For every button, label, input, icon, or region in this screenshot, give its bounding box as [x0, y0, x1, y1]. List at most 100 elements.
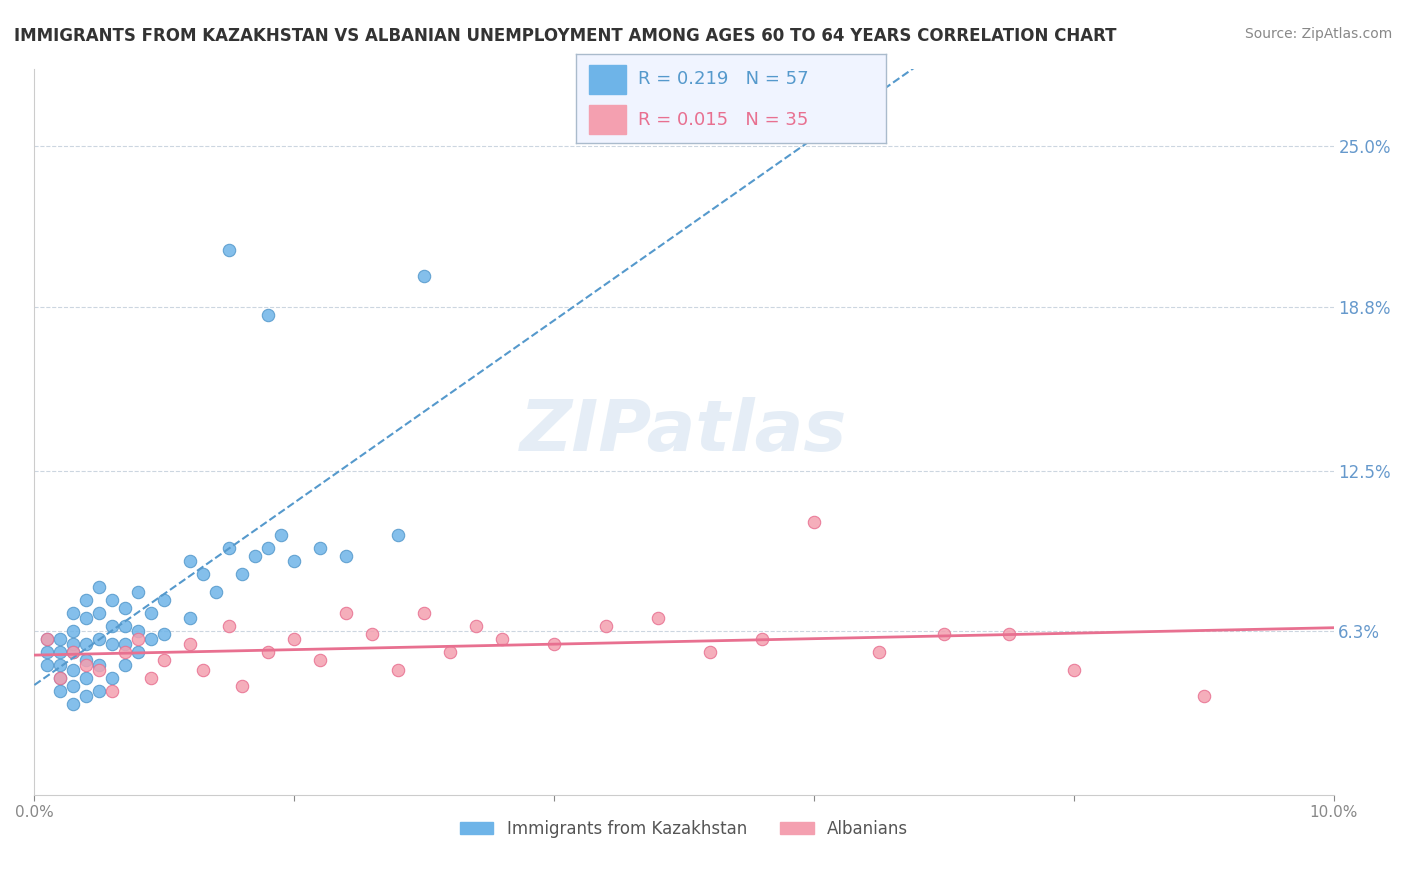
Immigrants from Kazakhstan: [101, 619, 124, 633]
Immigrants from Kazakhstan: [127, 624, 149, 639]
Immigrants from Kazakhstan: [387, 528, 409, 542]
Immigrants from Kazakhstan: [49, 658, 72, 673]
Immigrants from Kazakhstan: [413, 268, 436, 283]
Immigrants from Kazakhstan: [75, 611, 97, 625]
Text: R = 0.219   N = 57: R = 0.219 N = 57: [638, 70, 808, 88]
Text: ZIPatlas: ZIPatlas: [520, 397, 848, 467]
Immigrants from Kazakhstan: [75, 593, 97, 607]
Immigrants from Kazakhstan: [89, 580, 111, 594]
Immigrants from Kazakhstan: [89, 632, 111, 646]
Albanians: [89, 663, 111, 677]
Albanians: [699, 645, 721, 659]
Immigrants from Kazakhstan: [62, 697, 84, 711]
Albanians: [114, 645, 136, 659]
Immigrants from Kazakhstan: [127, 585, 149, 599]
Immigrants from Kazakhstan: [62, 606, 84, 620]
Immigrants from Kazakhstan: [62, 663, 84, 677]
Albanians: [387, 663, 409, 677]
Immigrants from Kazakhstan: [141, 632, 163, 646]
Immigrants from Kazakhstan: [75, 689, 97, 703]
Albanians: [932, 627, 955, 641]
Albanians: [218, 619, 240, 633]
FancyBboxPatch shape: [589, 105, 626, 134]
Immigrants from Kazakhstan: [62, 679, 84, 693]
Immigrants from Kazakhstan: [193, 567, 215, 582]
Albanians: [997, 627, 1019, 641]
Immigrants from Kazakhstan: [231, 567, 253, 582]
Legend: Immigrants from Kazakhstan, Albanians: Immigrants from Kazakhstan, Albanians: [453, 814, 915, 845]
Immigrants from Kazakhstan: [101, 671, 124, 685]
Albanians: [751, 632, 773, 646]
Immigrants from Kazakhstan: [49, 684, 72, 698]
Text: R = 0.015   N = 35: R = 0.015 N = 35: [638, 111, 808, 128]
Immigrants from Kazakhstan: [62, 637, 84, 651]
Immigrants from Kazakhstan: [205, 585, 228, 599]
Albanians: [257, 645, 280, 659]
Immigrants from Kazakhstan: [49, 632, 72, 646]
Immigrants from Kazakhstan: [141, 606, 163, 620]
Immigrants from Kazakhstan: [75, 653, 97, 667]
Albanians: [803, 516, 825, 530]
Immigrants from Kazakhstan: [257, 308, 280, 322]
Immigrants from Kazakhstan: [75, 671, 97, 685]
Albanians: [465, 619, 488, 633]
Immigrants from Kazakhstan: [37, 632, 59, 646]
Albanians: [37, 632, 59, 646]
Immigrants from Kazakhstan: [114, 637, 136, 651]
Albanians: [49, 671, 72, 685]
Immigrants from Kazakhstan: [49, 645, 72, 659]
Immigrants from Kazakhstan: [49, 671, 72, 685]
Immigrants from Kazakhstan: [270, 528, 292, 542]
Immigrants from Kazakhstan: [114, 601, 136, 615]
Albanians: [1192, 689, 1215, 703]
Immigrants from Kazakhstan: [101, 593, 124, 607]
Immigrants from Kazakhstan: [127, 645, 149, 659]
Immigrants from Kazakhstan: [89, 684, 111, 698]
Immigrants from Kazakhstan: [179, 554, 201, 568]
Albanians: [491, 632, 513, 646]
Immigrants from Kazakhstan: [114, 619, 136, 633]
Albanians: [1063, 663, 1085, 677]
Immigrants from Kazakhstan: [75, 637, 97, 651]
Albanians: [413, 606, 436, 620]
Text: IMMIGRANTS FROM KAZAKHSTAN VS ALBANIAN UNEMPLOYMENT AMONG AGES 60 TO 64 YEARS CO: IMMIGRANTS FROM KAZAKHSTAN VS ALBANIAN U…: [14, 27, 1116, 45]
Albanians: [75, 658, 97, 673]
Text: Source: ZipAtlas.com: Source: ZipAtlas.com: [1244, 27, 1392, 41]
Albanians: [868, 645, 890, 659]
Immigrants from Kazakhstan: [335, 549, 357, 563]
Albanians: [595, 619, 617, 633]
Albanians: [439, 645, 461, 659]
FancyBboxPatch shape: [589, 65, 626, 94]
Albanians: [193, 663, 215, 677]
Immigrants from Kazakhstan: [283, 554, 305, 568]
Albanians: [335, 606, 357, 620]
Immigrants from Kazakhstan: [245, 549, 267, 563]
Immigrants from Kazakhstan: [37, 645, 59, 659]
Immigrants from Kazakhstan: [62, 624, 84, 639]
Albanians: [127, 632, 149, 646]
Immigrants from Kazakhstan: [101, 637, 124, 651]
Immigrants from Kazakhstan: [37, 658, 59, 673]
Albanians: [101, 684, 124, 698]
Immigrants from Kazakhstan: [179, 611, 201, 625]
Albanians: [309, 653, 332, 667]
Immigrants from Kazakhstan: [309, 541, 332, 556]
Immigrants from Kazakhstan: [114, 658, 136, 673]
Immigrants from Kazakhstan: [257, 541, 280, 556]
Immigrants from Kazakhstan: [218, 243, 240, 257]
Immigrants from Kazakhstan: [153, 627, 176, 641]
Albanians: [141, 671, 163, 685]
Albanians: [361, 627, 384, 641]
Albanians: [283, 632, 305, 646]
Immigrants from Kazakhstan: [62, 645, 84, 659]
Immigrants from Kazakhstan: [89, 658, 111, 673]
Immigrants from Kazakhstan: [89, 606, 111, 620]
Albanians: [231, 679, 253, 693]
Immigrants from Kazakhstan: [153, 593, 176, 607]
Albanians: [62, 645, 84, 659]
Albanians: [647, 611, 669, 625]
Albanians: [179, 637, 201, 651]
Albanians: [543, 637, 565, 651]
Albanians: [153, 653, 176, 667]
Immigrants from Kazakhstan: [218, 541, 240, 556]
